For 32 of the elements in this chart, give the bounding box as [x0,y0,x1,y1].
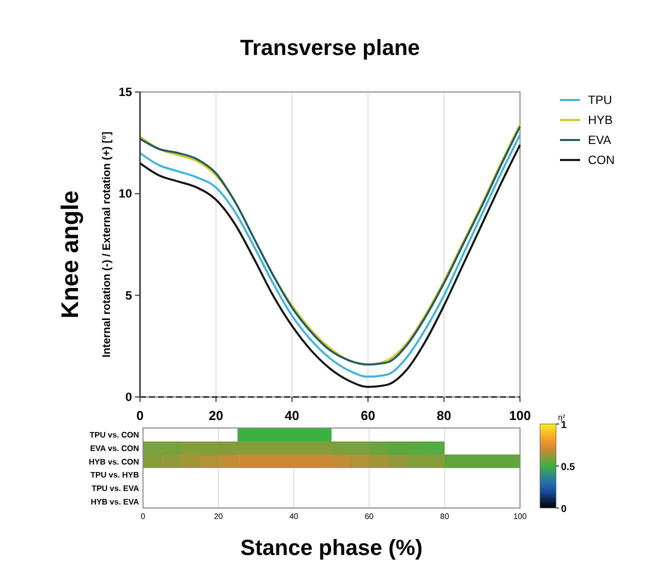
x-tick-label: 0 [140,512,146,521]
y-tick-label: 15 [118,85,132,99]
text: Knee angle [57,190,84,319]
x-tick-label: 20 [208,408,224,423]
x-tick-label: 80 [436,408,452,423]
legend-label: CON [588,153,615,167]
legend-label: EVA [588,133,612,147]
y-tick-label: HYB vs. EVA [90,497,140,506]
y-tick-label: EVA vs. CON [90,444,140,453]
x-tick-label: 40 [284,408,300,423]
x-tick-label: 60 [364,512,374,521]
y-tick-label: 5 [125,288,132,302]
color-bar-title: η² [558,413,566,422]
x-tick-label: 100 [509,408,531,423]
y-tick-label: TPU vs. HYB [90,470,140,480]
y-tick-label: TPU vs. CON [90,430,140,440]
x-tick-label: 100 [513,512,528,521]
x-tick-label: 20 [214,512,224,521]
chart-title: Transverse plane [240,35,420,60]
y-tick-label: 0 [125,390,132,404]
y-axis-title: Internal rotation (-) / External rotation (+) [°] [101,131,113,358]
y-tick-label: TPU vs. EVA [92,484,140,493]
legend-label: HYB [588,113,613,127]
x-axis-title: Stance phase (%) [240,535,423,560]
x-tick-label: 40 [289,512,299,521]
color-bar-label: 1 [561,420,567,431]
color-bar-label: 0.5 [561,462,576,473]
y-tick-label: HYB vs. CON [88,457,140,466]
x-tick-label: 60 [360,408,376,423]
x-tick-label: 80 [440,512,450,521]
y-tick-label: 10 [118,186,132,201]
legend-label: TPU [588,93,612,107]
